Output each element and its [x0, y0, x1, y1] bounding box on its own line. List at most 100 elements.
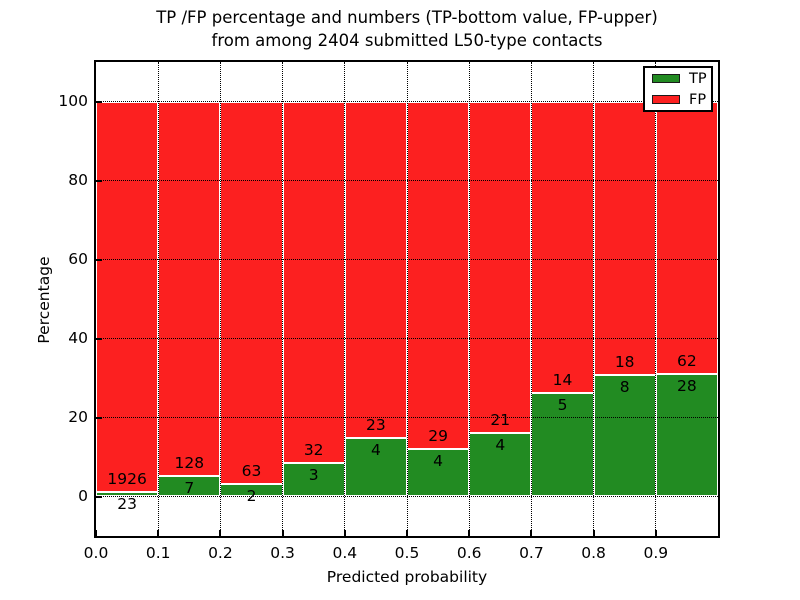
y-tick-mark	[96, 495, 102, 498]
tp-bar-segment	[655, 373, 718, 497]
legend-entry-fp: FP	[645, 89, 711, 110]
x-tick-label: 0.2	[208, 544, 233, 562]
y-tick-mark	[96, 416, 102, 419]
horizontal-gridline	[96, 417, 718, 418]
tp-legend-swatch	[652, 74, 680, 83]
vertical-gridline	[157, 62, 159, 536]
vertical-gridline	[593, 62, 595, 536]
x-tick-mark	[281, 530, 284, 536]
fp-legend-label: FP	[689, 91, 707, 108]
tp-bar-segment	[282, 462, 345, 497]
horizontal-gridline	[96, 338, 718, 339]
y-tick-mark	[96, 337, 102, 340]
y-tick-label: 40	[68, 328, 88, 347]
tp-count-label: 4	[495, 436, 506, 455]
x-tick-mark	[343, 530, 346, 536]
x-tick-label: 0.7	[519, 544, 544, 562]
y-tick-label: 20	[68, 407, 88, 426]
x-tick-mark	[530, 530, 533, 536]
fp-count-label: 63	[241, 462, 262, 481]
tp-legend-label: TP	[689, 70, 707, 87]
x-tick-mark	[157, 530, 160, 536]
y-tick-label: 80	[68, 170, 88, 189]
vertical-gridline	[406, 62, 408, 536]
plot-area: 0.0 0.1 0.2 0.3 0.4 0.5 0.6 0.7 0.8 0.9 0 20 40 60 80 1…	[58, 60, 720, 563]
x-tick-mark	[592, 530, 595, 536]
tp-count-label: 23	[117, 494, 137, 513]
bar-labels-layer: 1926 23 128 7 63 2 32 3 23 4 29 4 21 4 14 5 18 8 62 28	[96, 62, 718, 536]
x-tick-label: 0.5	[394, 544, 420, 562]
fp-legend-swatch	[652, 95, 680, 104]
x-tick-mark	[219, 530, 222, 536]
horizontal-gridline	[96, 180, 718, 181]
horizontal-gridline	[96, 101, 718, 102]
x-tick-label: 0.1	[145, 544, 171, 562]
legend: TP FP	[643, 66, 713, 112]
tp-bar-segment	[407, 448, 470, 497]
y-tick-mark	[96, 179, 102, 182]
tp-bar-segment	[531, 392, 594, 497]
tp-count-label: 2	[246, 487, 257, 506]
grid-layer	[96, 62, 718, 536]
fp-bar-segment	[593, 101, 656, 375]
legend-entry-tp: TP	[645, 68, 711, 89]
x-axis-label: Predicted probability	[326, 568, 488, 586]
axis-layer: 0.0 0.1 0.2 0.3 0.4 0.5 0.6 0.7 0.8 0.9 0 20 40 60 80 1…	[58, 62, 718, 563]
vertical-gridline	[344, 62, 346, 536]
horizontal-gridline	[96, 259, 718, 260]
y-tick-label: 60	[68, 249, 88, 268]
chart-title-line1: TP /FP percentage and numbers (TP-bottom…	[156, 8, 658, 27]
y-axis-label: Percentage	[35, 256, 53, 344]
chart-title-line2: from among 2404 submitted L50-type conta…	[211, 31, 603, 50]
fp-bar-segment	[344, 101, 407, 438]
tp-count-label: 5	[557, 395, 568, 414]
fp-bar-segment	[407, 101, 470, 449]
tp-count-label: 28	[677, 376, 697, 395]
chart-title: TP /FP percentage and numbers (TP-bottom…	[94, 6, 720, 52]
x-tick-mark	[468, 530, 471, 536]
fp-count-label: 62	[677, 351, 697, 370]
fp-bar-segment	[96, 101, 159, 492]
tp-count-label: 4	[433, 451, 444, 470]
tp-bar-segment	[344, 437, 407, 497]
fp-count-label: 32	[303, 440, 324, 459]
vertical-gridline	[219, 62, 221, 536]
fp-count-label: 21	[490, 411, 511, 430]
tp-count-label: 4	[370, 440, 381, 459]
tp-count-label: 8	[619, 377, 630, 396]
fp-count-label: 29	[428, 426, 448, 445]
y-tick-label: 100	[58, 91, 88, 110]
x-tick-label: 0.9	[643, 544, 669, 562]
vertical-gridline	[655, 62, 657, 536]
x-tick-label: 0.4	[332, 544, 358, 562]
tp-bar-segment	[593, 374, 656, 497]
tp-bar-segment	[158, 476, 221, 497]
x-tick-mark	[654, 530, 657, 536]
fp-bar-segment	[282, 101, 345, 463]
fp-bar-segment	[158, 101, 221, 477]
fp-count-label: 1926	[107, 469, 147, 488]
x-tick-label: 0.6	[456, 544, 482, 562]
fp-bar-segment	[655, 101, 718, 374]
vertical-gridline	[468, 62, 470, 536]
bars-layer	[96, 62, 718, 536]
x-tick-mark	[95, 530, 97, 536]
y-tick-mark	[96, 100, 102, 103]
y-tick-mark	[96, 258, 102, 261]
tp-count-label: 3	[308, 465, 319, 484]
tp-bar-segment	[469, 433, 532, 497]
x-tick-mark	[406, 530, 408, 536]
fp-count-label: 14	[552, 370, 573, 389]
x-tick-label: 0.0	[83, 544, 109, 562]
fp-bar-segment	[469, 101, 532, 434]
fp-count-label: 23	[366, 415, 386, 434]
vertical-gridline	[530, 62, 532, 536]
x-tick-label: 0.3	[270, 544, 295, 562]
fp-count-label: 128	[174, 454, 205, 473]
fp-bar-segment	[531, 101, 594, 393]
fp-count-label: 18	[614, 352, 635, 371]
vertical-gridline	[282, 62, 284, 536]
tp-bar-segment	[220, 484, 283, 497]
fp-bar-segment	[220, 101, 283, 485]
